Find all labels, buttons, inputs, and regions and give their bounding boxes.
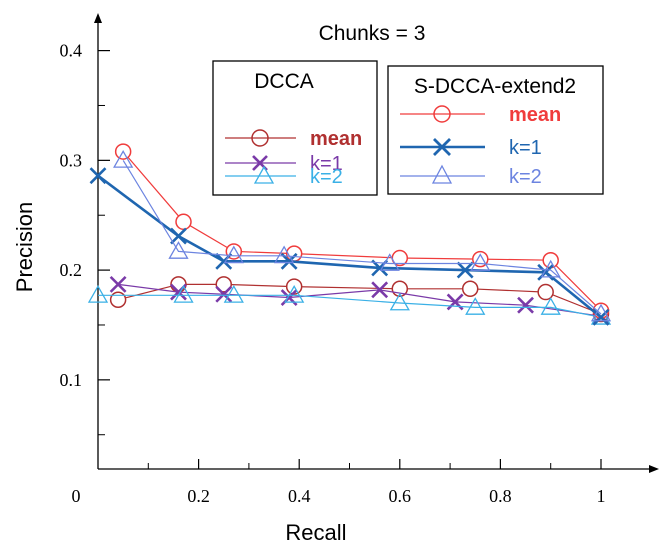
series-line-dcca_k1 — [118, 283, 602, 317]
series-line-sdcca_k2 — [122, 160, 602, 315]
x-tick-label: 0.6 — [389, 486, 412, 506]
legend-sdcca-mean-marker — [433, 105, 451, 123]
series-layer — [87, 143, 612, 326]
point-marker — [537, 283, 554, 301]
legend-dcca: DCCA mean k=1 k=2 — [212, 60, 378, 196]
point-marker — [87, 285, 109, 303]
legend-dcca-mean: mean — [225, 128, 362, 150]
legend-dcca-title: DCCA — [254, 70, 314, 93]
point-marker — [113, 150, 134, 168]
legend-dcca-mean-label: mean — [310, 128, 362, 150]
series-sdcca_k2 — [113, 150, 612, 322]
x-tick-label: 0.4 — [288, 486, 311, 506]
point-marker — [517, 296, 534, 314]
x-tick-label: 0 — [72, 486, 81, 506]
point-marker — [173, 285, 194, 303]
legend-dcca-k1: k=1 — [225, 153, 343, 175]
point-marker — [465, 297, 486, 315]
legend-dcca-k2: k=2 — [225, 165, 343, 188]
point-marker — [170, 227, 187, 245]
y-axis-label: Precision — [12, 202, 37, 292]
point-marker — [89, 167, 107, 185]
legend-dcca-k1-label: k=1 — [310, 153, 343, 175]
point-marker — [379, 253, 400, 271]
legend-dcca-mean-marker — [251, 129, 269, 147]
point-marker — [215, 276, 232, 293]
legend-sdcca-k1-marker — [433, 138, 451, 156]
point-marker — [170, 276, 187, 293]
point-marker — [109, 275, 127, 293]
legend-sdcca-k2: k=2 — [400, 164, 542, 188]
point-marker — [284, 285, 305, 303]
point-marker — [175, 213, 192, 231]
tick-labels: 0 0.2 0.4 0.6 0.8 1 0.1 0.2 0.3 0.4 — [60, 41, 606, 506]
series-line-sdcca_k1 — [97, 174, 602, 319]
point-marker — [540, 297, 561, 315]
legend-sdcca-k1: k=1 — [400, 137, 542, 159]
legend-dcca-k2-label: k=2 — [310, 166, 343, 188]
point-marker — [371, 281, 389, 299]
point-marker — [461, 280, 479, 298]
point-marker — [273, 245, 295, 264]
series-dcca_k2 — [87, 285, 612, 325]
chart-title: Chunks = 3 — [319, 22, 426, 45]
x-tick-label: 1 — [597, 486, 606, 506]
y-tick-label: 0.3 — [60, 150, 83, 170]
point-marker — [592, 308, 610, 326]
point-marker — [540, 259, 561, 278]
y-axis-arrow — [94, 13, 102, 23]
legend-sdcca-mean: mean — [400, 104, 561, 126]
x-tick-label: 0.8 — [489, 486, 512, 506]
legend-sdcca-k1-label: k=1 — [509, 137, 542, 159]
point-marker — [389, 292, 410, 311]
point-marker — [470, 253, 491, 271]
legend-sdcca-mean-label: mean — [509, 104, 561, 126]
legend-dcca-box — [212, 60, 378, 196]
point-marker — [223, 285, 244, 303]
x-axis-label: Recall — [285, 520, 346, 545]
legend-sdcca: S-DCCA-extend2 mean k=1 k=2 — [387, 65, 604, 195]
x-tick-label: 0.2 — [187, 486, 210, 506]
point-marker — [590, 303, 612, 322]
ticks — [98, 49, 602, 469]
legend-sdcca-k2-label: k=2 — [509, 166, 542, 188]
point-marker — [456, 261, 474, 279]
y-tick-label: 0.2 — [60, 260, 83, 280]
point-marker — [168, 241, 189, 259]
point-marker — [285, 245, 303, 262]
y-tick-label: 0.4 — [60, 41, 83, 61]
legend-sdcca-title: S-DCCA-extend2 — [414, 75, 576, 98]
legend-dcca-k2-marker — [253, 165, 275, 184]
x-axis-arrow — [649, 465, 659, 473]
legend-sdcca-box — [387, 65, 604, 195]
series-line-sdcca_mean — [122, 151, 602, 312]
point-marker — [223, 245, 244, 264]
y-tick-label: 0.1 — [60, 370, 83, 390]
point-marker — [472, 250, 489, 268]
point-marker — [215, 285, 233, 303]
point-marker — [109, 291, 127, 308]
series-line-dcca_k2 — [98, 294, 602, 318]
axes — [94, 13, 659, 473]
legend-sdcca-k2-marker — [431, 164, 453, 184]
